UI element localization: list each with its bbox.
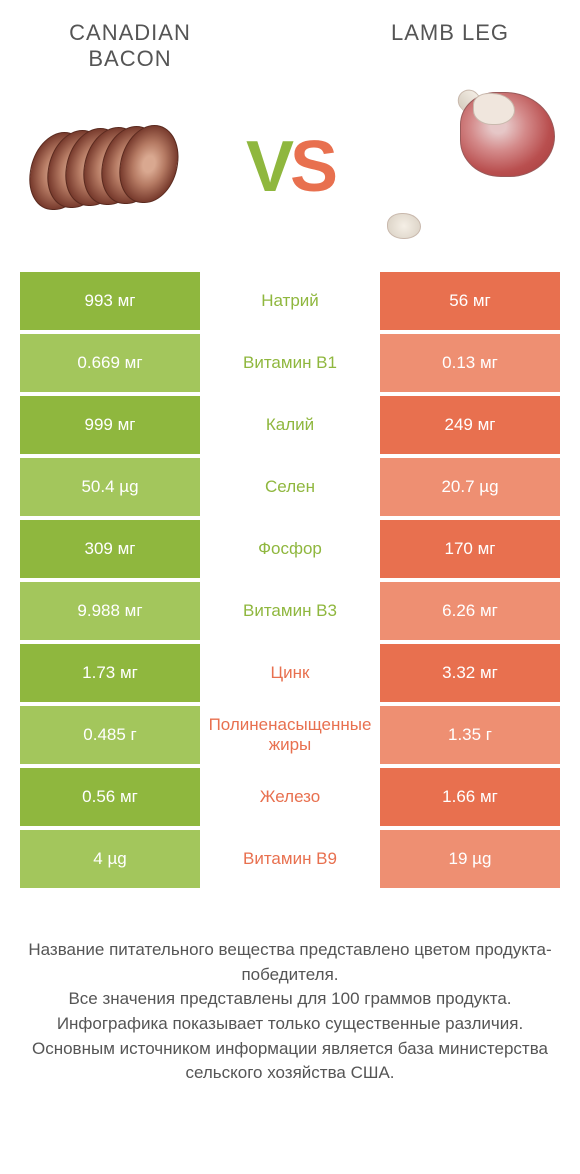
right-value-cell: 20.7 µg [380,458,560,516]
images-row: VS [20,77,560,272]
nutrient-name-cell: Витамин B1 [200,334,380,392]
table-row: 9.988 мгВитамин B36.26 мг [20,582,560,640]
table-row: 0.669 мгВитамин B10.13 мг [20,334,560,392]
right-value-cell: 56 мг [380,272,560,330]
vs-label: VS [246,126,334,208]
right-value-cell: 170 мг [380,520,560,578]
table-row: 1.73 мгЦинк3.32 мг [20,644,560,702]
footer-line: Все значения представлены для 100 граммо… [22,987,558,1012]
nutrient-name-cell: Калий [200,396,380,454]
nutrient-name-cell: Полиненасыщенные жиры [200,706,380,764]
nutrient-name-cell: Селен [200,458,380,516]
table-row: 999 мгКалий249 мг [20,396,560,454]
right-value-cell: 1.66 мг [380,768,560,826]
left-value-cell: 1.73 мг [20,644,200,702]
right-food-title: LAMB LEG [360,20,540,46]
left-value-cell: 993 мг [20,272,200,330]
infographic-container: CANADIAN BACON LAMB LEG VS 993 мгНатри [0,0,580,1106]
table-row: 309 мгФосфор170 мг [20,520,560,578]
nutrient-name-cell: Железо [200,768,380,826]
vs-letter-v: V [246,127,290,207]
left-food-title: CANADIAN BACON [40,20,220,72]
left-value-cell: 0.669 мг [20,334,200,392]
footer-line: Название питательного вещества представл… [22,938,558,987]
vs-letter-s: S [290,127,334,207]
right-value-cell: 249 мг [380,396,560,454]
right-value-cell: 19 µg [380,830,560,888]
left-value-cell: 999 мг [20,396,200,454]
table-row: 50.4 µgСелен20.7 µg [20,458,560,516]
left-food-image [20,92,200,242]
right-value-cell: 6.26 мг [380,582,560,640]
nutrient-name-cell: Витамин B9 [200,830,380,888]
left-value-cell: 309 мг [20,520,200,578]
lamb-illustration [385,87,555,247]
nutrient-name-cell: Фосфор [200,520,380,578]
header: CANADIAN BACON LAMB LEG [20,20,560,77]
right-value-cell: 3.32 мг [380,644,560,702]
right-value-cell: 0.13 мг [380,334,560,392]
left-value-cell: 9.988 мг [20,582,200,640]
table-row: 993 мгНатрий56 мг [20,272,560,330]
nutrient-name-cell: Натрий [200,272,380,330]
table-row: 0.56 мгЖелезо1.66 мг [20,768,560,826]
left-value-cell: 50.4 µg [20,458,200,516]
bacon-illustration [30,122,190,212]
table-row: 0.485 гПолиненасыщенные жиры1.35 г [20,706,560,764]
nutrient-table: 993 мгНатрий56 мг0.669 мгВитамин B10.13 … [20,272,560,888]
nutrient-name-cell: Цинк [200,644,380,702]
footer-notes: Название питательного вещества представл… [20,938,560,1086]
nutrient-name-cell: Витамин B3 [200,582,380,640]
table-row: 4 µgВитамин B919 µg [20,830,560,888]
footer-line: Основным источником информации является … [22,1037,558,1086]
left-value-cell: 0.56 мг [20,768,200,826]
right-food-image [380,92,560,242]
left-value-cell: 4 µg [20,830,200,888]
right-value-cell: 1.35 г [380,706,560,764]
footer-line: Инфографика показывает только существенн… [22,1012,558,1037]
left-value-cell: 0.485 г [20,706,200,764]
